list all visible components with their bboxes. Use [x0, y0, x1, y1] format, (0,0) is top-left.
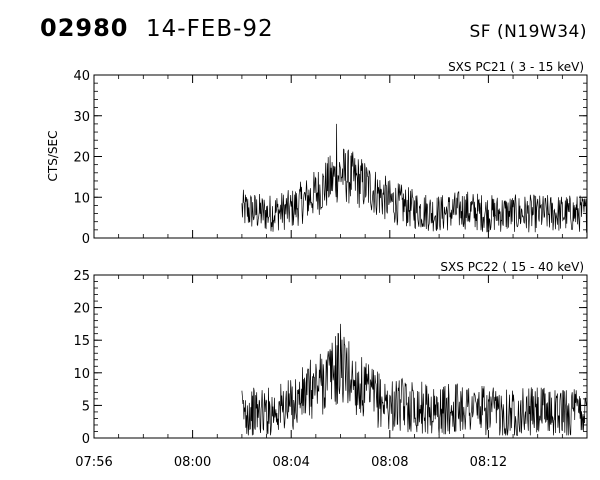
- event-id: 02980: [40, 14, 129, 42]
- x-tick-label: 08:08: [371, 455, 408, 470]
- tick-marks: [93, 274, 588, 439]
- panel-title: SXS PC21 ( 3 - 15 keV): [448, 60, 584, 74]
- y-tick-label: 0: [82, 232, 90, 247]
- panel-title: SXS PC22 ( 15 - 40 keV): [440, 260, 584, 274]
- x-tick-label: 08:12: [470, 455, 507, 470]
- y-tick-label: 15: [73, 334, 90, 349]
- y-tick-label: 30: [73, 110, 90, 125]
- y-tick-label: 10: [73, 191, 90, 206]
- tick-marks: [93, 74, 588, 239]
- x-tick-labels: 07:56 08:00 08:04 08:08 08:12: [75, 455, 507, 470]
- y-tick-label: 20: [73, 151, 90, 166]
- y-tick-labels: 0 5 10 15 20 25: [73, 269, 90, 447]
- count-rate-series: [241, 323, 588, 436]
- y-axis-label: CTS/SEC: [46, 131, 60, 182]
- x-tick-label: 07:56: [75, 455, 112, 470]
- count-rate-series: [241, 123, 588, 233]
- panel-sxs-pc22: SXS PC22 ( 15 - 40 keV) 0 5 10 15 20 25: [73, 260, 588, 447]
- event-date: 14-FEB-92: [146, 16, 274, 42]
- y-tick-label: 5: [82, 399, 90, 414]
- plot-frame: [93, 74, 588, 239]
- event-location: SF (N19W34): [469, 22, 587, 42]
- y-tick-label: 25: [73, 269, 90, 284]
- y-tick-label: 10: [73, 367, 90, 382]
- y-tick-label: 0: [82, 432, 90, 447]
- x-tick-label: 08:04: [272, 455, 309, 470]
- y-tick-label: 20: [73, 302, 90, 317]
- y-tick-label: 40: [73, 69, 90, 84]
- y-tick-labels: 0 10 20 30 40: [73, 69, 90, 247]
- panel-sxs-pc21: SXS PC21 ( 3 - 15 keV) CTS/SEC 0 10 20 30 40: [46, 60, 588, 247]
- x-tick-label: 08:00: [174, 455, 211, 470]
